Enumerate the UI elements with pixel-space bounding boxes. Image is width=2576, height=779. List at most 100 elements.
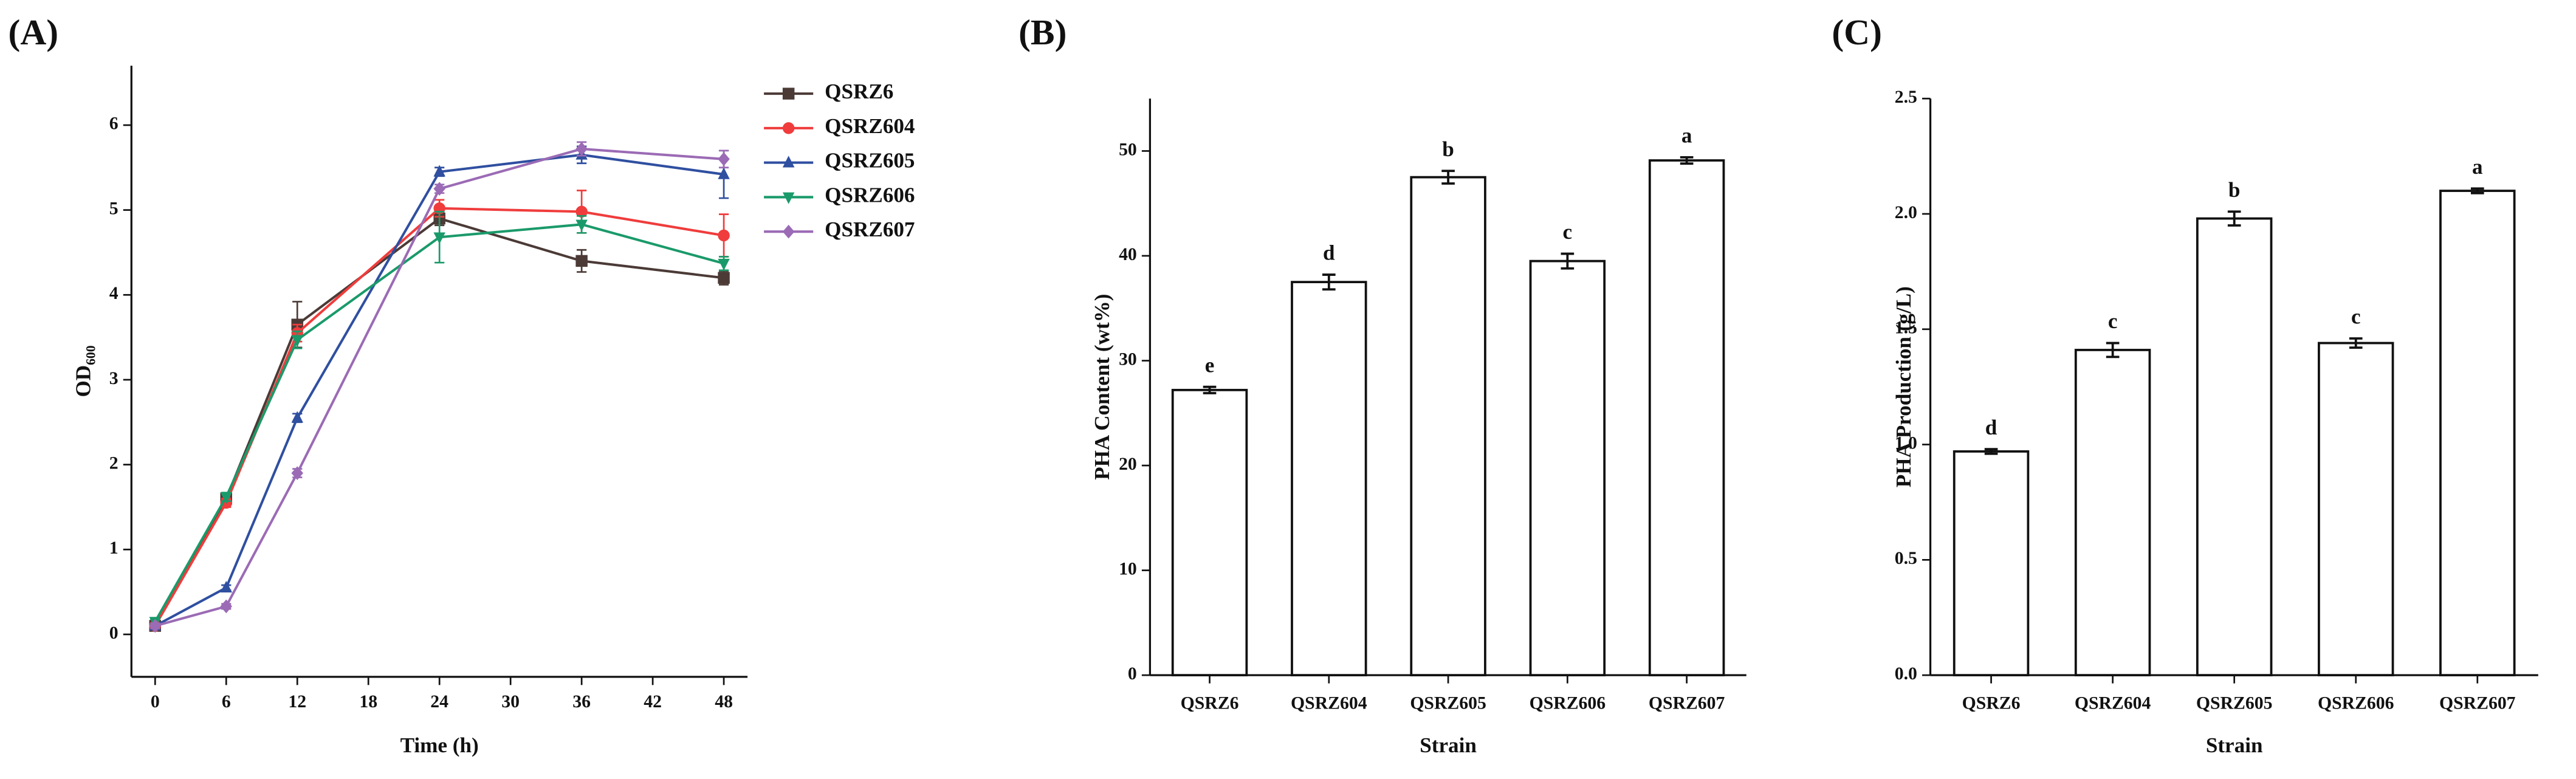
x-tick-label: QSRZ606 <box>2318 694 2394 713</box>
marker <box>718 229 730 242</box>
significance-letter: b <box>2228 178 2241 202</box>
y-axis-label: PHA Production (g/L) <box>1892 286 1915 487</box>
y-tick-label: 0.0 <box>1895 664 1917 684</box>
y-tick-label: 1 <box>109 538 118 558</box>
error-bar <box>2106 341 2120 359</box>
y-tick-label: 50 <box>1119 140 1137 159</box>
y-tick-label: 2.0 <box>1895 203 1917 222</box>
y-axis-label: PHA Content (wt%) <box>1090 294 1114 480</box>
significance-letter: d <box>1323 241 1335 265</box>
y-label-main: OD <box>72 365 95 397</box>
marker <box>575 142 588 156</box>
series <box>149 211 730 632</box>
x-tick-label: 30 <box>501 692 520 712</box>
marker <box>575 219 588 232</box>
legend-label: QSRZ606 <box>825 183 915 207</box>
legend-label: QSRZ607 <box>825 218 915 241</box>
bar <box>1529 259 1606 677</box>
legend-marker <box>782 192 795 204</box>
bar <box>1648 159 1725 677</box>
bar <box>1171 388 1248 677</box>
significance-letter: c <box>2108 309 2118 333</box>
marker <box>220 580 232 592</box>
y-tick-label: 0 <box>109 623 118 643</box>
x-tick-label: QSRZ6 <box>1962 694 2021 713</box>
significance-letter: e <box>1205 353 1215 377</box>
marker <box>718 258 730 270</box>
y-tick-label: 1.0 <box>1895 433 1917 453</box>
significance-letter: a <box>2472 155 2483 179</box>
y-tick-label: 30 <box>1119 349 1137 369</box>
marker <box>718 152 730 166</box>
y-tick-label: 0 <box>1128 664 1137 684</box>
marker <box>433 232 445 244</box>
y-tick-label: 2 <box>109 453 118 473</box>
x-tick-label: QSRZ6 <box>1181 694 1239 713</box>
legend-label: QSRZ605 <box>825 149 915 173</box>
legend-marker <box>782 88 795 100</box>
y-axis-label: OD600 <box>72 345 98 397</box>
legend-marker <box>782 224 795 239</box>
series <box>149 141 730 633</box>
marker <box>575 205 588 218</box>
x-tick-label: QSRZ607 <box>1649 694 1725 713</box>
y-tick-label: 0.5 <box>1895 549 1917 568</box>
panel-label: (A) <box>9 12 59 52</box>
y-tick-label: 40 <box>1119 245 1137 264</box>
y-tick-label: 4 <box>109 284 118 303</box>
x-tick-label: 12 <box>288 692 306 712</box>
legend-label: QSRZ604 <box>825 114 915 138</box>
x-tick-label: 48 <box>715 692 733 712</box>
x-axis-label: Time (h) <box>400 733 479 757</box>
x-axis-label: Strain <box>2206 733 2263 757</box>
error-bar <box>2349 337 2363 349</box>
marker <box>220 492 232 504</box>
marker <box>433 165 445 177</box>
marker <box>433 182 445 196</box>
x-tick-label: QSRZ604 <box>1291 694 1367 713</box>
bar <box>2439 190 2516 677</box>
bar <box>2318 341 2394 677</box>
bar <box>2074 349 2151 677</box>
y-tick-label: 3 <box>109 369 118 388</box>
series-line <box>154 153 724 627</box>
marker <box>291 411 303 423</box>
marker <box>220 599 232 614</box>
error-bar <box>1984 448 1998 455</box>
x-tick-label: 0 <box>151 692 160 712</box>
x-tick-label: 18 <box>359 692 377 712</box>
error-bar <box>1441 170 1455 185</box>
marker <box>291 335 303 347</box>
x-tick-label: QSRZ605 <box>1410 694 1486 713</box>
x-tick-label: 6 <box>222 692 231 712</box>
y-tick-label: 6 <box>109 114 118 134</box>
x-tick-label: 24 <box>430 692 448 712</box>
series-line <box>154 223 724 623</box>
x-axis-label: Strain <box>1420 733 1477 757</box>
error-bar <box>1322 273 1336 291</box>
significance-letter: c <box>2351 305 2361 329</box>
x-tick-label: 42 <box>644 692 662 712</box>
y-label-sub: 600 <box>83 345 98 365</box>
marker <box>718 167 730 179</box>
y-tick-label: 10 <box>1119 559 1137 578</box>
y-tick-label: 20 <box>1119 455 1137 474</box>
panel-label: (B) <box>1018 12 1066 52</box>
error-bar <box>2227 210 2241 227</box>
significance-letter: a <box>1681 123 1692 147</box>
x-tick-label: QSRZ604 <box>2075 694 2151 713</box>
y-tick-label: 5 <box>109 199 118 218</box>
significance-letter: d <box>1985 416 1997 439</box>
significance-letter: b <box>1442 137 1454 161</box>
y-tick-label: 1.5 <box>1895 318 1917 338</box>
x-tick-label: QSRZ607 <box>2439 694 2516 713</box>
error-bar <box>1561 252 1575 270</box>
legend-label: QSRZ6 <box>825 80 893 103</box>
x-tick-label: 36 <box>572 692 591 712</box>
significance-letter: c <box>1563 220 1573 244</box>
legend-marker <box>782 122 795 134</box>
error-bar <box>2470 187 2484 194</box>
series-line <box>154 207 724 627</box>
